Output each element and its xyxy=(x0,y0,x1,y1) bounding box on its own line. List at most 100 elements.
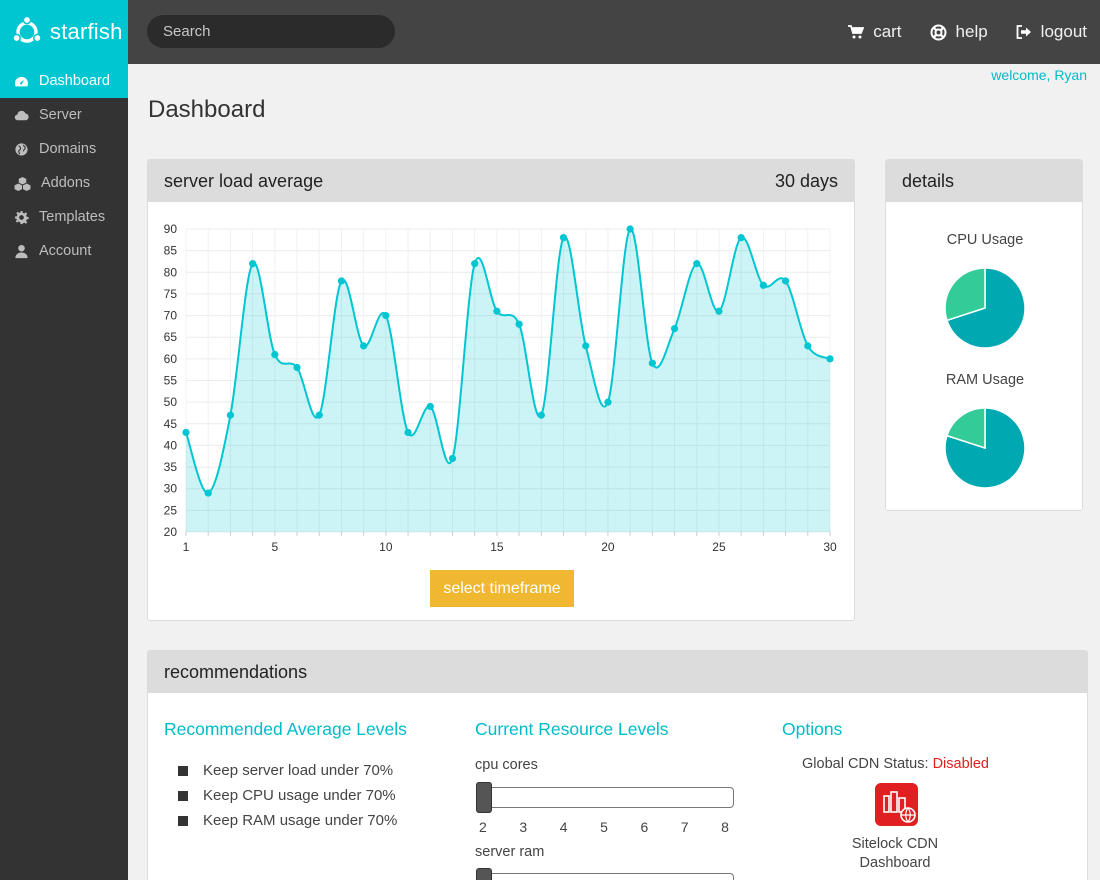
top-nav: cart help logout xyxy=(838,0,1100,64)
data-point xyxy=(604,398,612,406)
server-ram-slider[interactable] xyxy=(476,873,734,880)
cloud-icon xyxy=(14,110,29,120)
pie-slice xyxy=(946,267,1026,349)
data-point xyxy=(759,281,767,289)
tick-label: 5 xyxy=(600,819,608,835)
x-tick-label: 5 xyxy=(271,540,278,554)
list-item: Keep RAM usage under 70% xyxy=(178,808,397,833)
server-load-panel: server load average 30 days 20 25 30 35 40 45… xyxy=(147,159,855,621)
tick-label: 7 xyxy=(680,819,689,835)
y-tick-label: 70 xyxy=(164,309,178,323)
list-item: Keep server load under 70% xyxy=(178,758,397,783)
tick-label: 2 xyxy=(479,819,487,835)
cdn-dashboard-link[interactable]: Sitelock CDN Dashboard xyxy=(820,835,970,873)
y-tick-label: 60 xyxy=(164,352,178,366)
x-tick-label: 10 xyxy=(379,540,393,554)
starfish-logo-icon xyxy=(12,15,42,43)
sidebar-item-server[interactable]: Server xyxy=(0,98,128,132)
y-tick-label: 90 xyxy=(164,222,178,236)
server-ram-slider-handle[interactable] xyxy=(476,868,492,880)
data-point xyxy=(781,277,790,285)
sidebar-item-label: Addons xyxy=(41,175,91,191)
brand-name: starfish xyxy=(50,19,123,44)
details-panel: details CPU Usage RAM Usage xyxy=(885,159,1083,511)
data-point xyxy=(204,489,212,497)
dashboard-icon xyxy=(14,76,29,86)
y-tick-label: 80 xyxy=(164,265,178,279)
sitelock-cdn-icon[interactable] xyxy=(875,783,918,826)
select-timeframe-button[interactable]: select timeframe xyxy=(430,570,574,607)
help-link[interactable]: help xyxy=(930,22,988,42)
y-tick-label: 85 xyxy=(164,244,178,258)
page-title: Dashboard xyxy=(148,96,266,123)
data-point xyxy=(582,342,590,350)
cpu-cores-label: cpu cores xyxy=(475,757,538,773)
cart-icon xyxy=(848,25,865,39)
tick-label: 8 xyxy=(721,819,729,835)
data-point xyxy=(182,428,190,437)
data-point xyxy=(360,342,368,350)
cdn-status: Global CDN Status: Disabled xyxy=(802,756,989,772)
cpu-cores-slider-handle[interactable] xyxy=(476,782,492,813)
list-item-text: Keep CPU usage under 70% xyxy=(203,787,396,804)
pie-slice xyxy=(946,407,986,450)
data-point xyxy=(315,411,323,419)
y-tick-label: 45 xyxy=(164,417,178,431)
range-label: 30 days xyxy=(774,170,838,191)
data-point xyxy=(737,234,745,242)
globe-icon xyxy=(15,142,28,156)
list-item: Keep CPU usage under 70% xyxy=(178,783,397,808)
y-tick-label: 75 xyxy=(164,287,178,301)
data-point xyxy=(271,350,279,359)
building-icon xyxy=(883,791,916,823)
data-point xyxy=(626,225,634,233)
user-icon xyxy=(15,244,28,258)
sidebar-item-addons[interactable]: Addons xyxy=(0,166,128,200)
sidebar-item-dashboard[interactable]: Dashboard xyxy=(0,64,128,98)
series-area xyxy=(186,228,830,532)
data-point xyxy=(537,411,545,419)
data-point xyxy=(471,260,479,268)
data-point xyxy=(448,454,457,463)
cdn-caption-line: Sitelock CDN xyxy=(851,836,939,852)
panel-header: details xyxy=(886,160,1082,202)
data-point xyxy=(493,307,501,315)
sidebar-item-domains[interactable]: Domains xyxy=(0,132,128,166)
tick-label: 4 xyxy=(559,819,568,835)
list-item-text: Keep server load under 70% xyxy=(203,762,394,779)
sidebar-item-templates[interactable]: Templates xyxy=(0,200,128,234)
ram-usage-label: RAM Usage xyxy=(945,372,1025,388)
list-item-text: Keep RAM usage under 70% xyxy=(203,812,398,829)
cdn-caption-line: Dashboard xyxy=(859,855,931,871)
sidebar-item-account[interactable]: Account xyxy=(0,234,128,268)
panel-title: server load average xyxy=(164,170,324,191)
panel-header: server load average 30 days xyxy=(148,160,854,202)
tick-label: 3 xyxy=(519,819,528,835)
cpu-cores-slider[interactable] xyxy=(476,787,734,808)
panel-header: recommendations xyxy=(148,651,1087,693)
data-point xyxy=(670,324,679,333)
x-tick-label: 25 xyxy=(712,540,726,554)
help-label: help xyxy=(955,22,988,41)
data-point xyxy=(826,355,834,363)
y-tick-label: 40 xyxy=(164,438,178,452)
data-point xyxy=(693,260,701,268)
brand-logo[interactable]: starfish xyxy=(0,0,128,64)
cdn-status-label: Global CDN Status: xyxy=(802,756,929,772)
logout-link[interactable]: logout xyxy=(1016,22,1087,42)
bullet-icon xyxy=(178,765,188,776)
data-point xyxy=(226,411,235,419)
welcome-message[interactable]: welcome, Ryan xyxy=(991,67,1087,83)
cpu-cores-ticks: 2 3 4 5 6 7 8 xyxy=(479,819,729,835)
options-title: Options xyxy=(782,719,843,739)
data-point xyxy=(293,363,301,372)
cart-label: cart xyxy=(873,22,902,41)
sidebar-item-label: Account xyxy=(39,243,92,259)
x-tick-label: 1 xyxy=(183,540,190,554)
sidebar-item-label: Domains xyxy=(39,141,97,157)
sidebar-item-label: Templates xyxy=(39,209,106,225)
data-point xyxy=(515,320,523,328)
cart-link[interactable]: cart xyxy=(848,22,902,42)
search-input[interactable] xyxy=(147,15,395,48)
recommended-levels-list: Keep server load under 70% Keep CPU usag… xyxy=(178,758,397,833)
